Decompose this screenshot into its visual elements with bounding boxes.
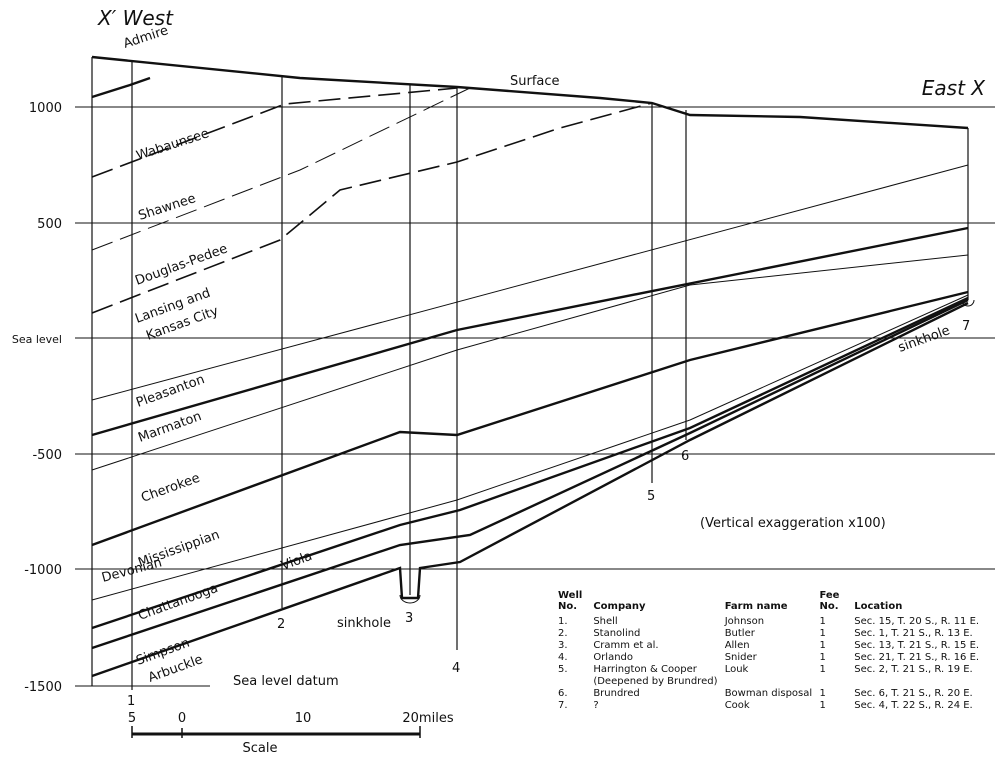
table-cell: Sec. 1, T. 21 S., R. 13 E. — [854, 628, 973, 639]
formation-label: Cherokee — [139, 471, 202, 506]
table-cell: 1 — [819, 628, 826, 639]
table-header-cell: Well No. — [558, 590, 583, 612]
axis-label: Sea level — [12, 333, 62, 346]
table-cell: Sec. 6, T. 21 S., R. 20 E. — [854, 688, 973, 699]
table-cell: Brundred — [593, 688, 640, 699]
west-label: X′ West — [97, 6, 174, 30]
table-cell: Harrington & Cooper (Deepened by Brundre… — [593, 664, 718, 687]
table-cell: 1 — [819, 700, 826, 711]
table-cell: Cook — [724, 700, 750, 711]
formation-label: Wabaunsee — [135, 126, 211, 164]
table-row: 4. Orlando Snider 1 Sec. 21, T. 21 S., R. 16… — [555, 652, 995, 664]
well-number: 6 — [681, 449, 689, 464]
east-label: East X — [922, 76, 987, 100]
well-number: 5 — [647, 489, 655, 504]
axis-label: -1500 — [24, 680, 62, 695]
scale-bar — [131, 726, 421, 738]
table-cell: 1 — [819, 688, 826, 699]
table-cell: 6. — [558, 688, 568, 699]
formation-label: Viola — [279, 549, 314, 574]
well-number: 2 — [277, 617, 285, 632]
scale-tick: 20miles — [402, 711, 453, 726]
formation-label: Chattanooga — [136, 581, 220, 624]
sinkhole-label: sinkhole — [337, 616, 391, 631]
table-cell: 1. — [558, 616, 568, 627]
scale-tick: 0 — [178, 711, 186, 726]
formation-label: Marmaton — [136, 409, 203, 446]
table-cell: Cramm et al. — [593, 640, 659, 651]
table-cell: Sec. 15, T. 20 S., R. 11 E. — [854, 616, 980, 627]
table-cell: Shell — [593, 616, 618, 627]
well-lines — [91, 57, 969, 690]
table-row: 1. Shell Johnson 1 Sec. 15, T. 20 S., R. 11 … — [555, 616, 995, 628]
table-row: 7.? Cook 1 Sec. 4, T. 22 S., R. 24 E. — [555, 700, 995, 712]
surface-label: Surface — [510, 74, 560, 89]
scale-title: Scale — [243, 741, 278, 756]
axis-label: 500 — [37, 217, 62, 232]
well-number: 1 — [127, 694, 135, 709]
axis-labels: 1000 500 Sea level -500 -1000 -1500 — [12, 101, 62, 695]
table-cell: Orlando — [593, 652, 634, 663]
axis-label: 1000 — [29, 101, 62, 116]
table-cell: Snider — [724, 652, 757, 663]
table-row: 6. Brundred Bowman disposal 1 Sec. 6, T. 21 … — [555, 688, 995, 700]
scale-labels: 5 0 10 20miles Scale — [128, 711, 454, 756]
table-row: 2. Stanolind Butler 1 Sec. 1, T. 21 S., R. 1… — [555, 628, 995, 640]
table-cell: Sec. 21, T. 21 S., R. 16 E. — [854, 652, 980, 663]
formation-label: Shawnee — [137, 191, 198, 224]
table-header-cell: Farm name — [724, 601, 788, 612]
scale-tick: 5 — [128, 711, 136, 726]
table-cell: Johnson — [724, 616, 765, 627]
table-cell: ? — [593, 700, 599, 711]
table-header: Well No. Company Farm name Fee No. Location — [555, 590, 995, 616]
table-cell: 1 — [819, 616, 826, 627]
table-header-cell: Company — [593, 601, 646, 612]
axis-label: -500 — [32, 448, 62, 463]
table-cell: Allen — [724, 640, 750, 651]
table-cell: 1 — [819, 640, 826, 651]
well-table: Well No. Company Farm name Fee No. Location … — [555, 590, 995, 712]
table-cell: 1 — [819, 664, 826, 675]
table-row: 3. Cramm et al. Allen 1 Sec. 13, T. 21 S., R… — [555, 640, 995, 652]
table-header-cell: Location — [854, 601, 903, 612]
table-cell: 3. — [558, 640, 568, 651]
table-cell: Louk — [724, 664, 749, 675]
well-number: 3 — [405, 611, 413, 626]
exaggeration-note: (Vertical exaggeration x100) — [700, 516, 886, 531]
axis-label: -1000 — [24, 563, 62, 578]
datum-label: Sea level datum — [233, 674, 339, 689]
well-number: 4 — [452, 661, 460, 676]
well-numbers: 1 2 3 4 5 6 7 — [127, 319, 970, 709]
table-header-cell: Fee No. — [819, 590, 840, 612]
table-cell: Bowman disposal — [724, 688, 813, 699]
table-cell: 2. — [558, 628, 568, 639]
table-cell: 4. — [558, 652, 568, 663]
table-cell: 1 — [819, 652, 826, 663]
strata — [91, 55, 975, 678]
table-cell: Stanolind — [593, 628, 641, 639]
table-cell: Sec. 4, T. 22 S., R. 24 E. — [854, 700, 973, 711]
well-number: 7 — [962, 319, 970, 334]
table-cell: Sec. 2, T. 21 S., R. 19 E. — [854, 664, 973, 675]
table-cell: Sec. 13, T. 21 S., R. 15 E. — [854, 640, 980, 651]
scale-tick: 10 — [295, 711, 312, 726]
table-cell: Butler — [724, 628, 755, 639]
table-cell: 5. — [558, 664, 568, 675]
reference-lines — [75, 106, 995, 687]
table-cell: 7. — [558, 700, 568, 711]
table-row: 5. Harrington & Cooper (Deepened by Brund… — [555, 664, 995, 688]
